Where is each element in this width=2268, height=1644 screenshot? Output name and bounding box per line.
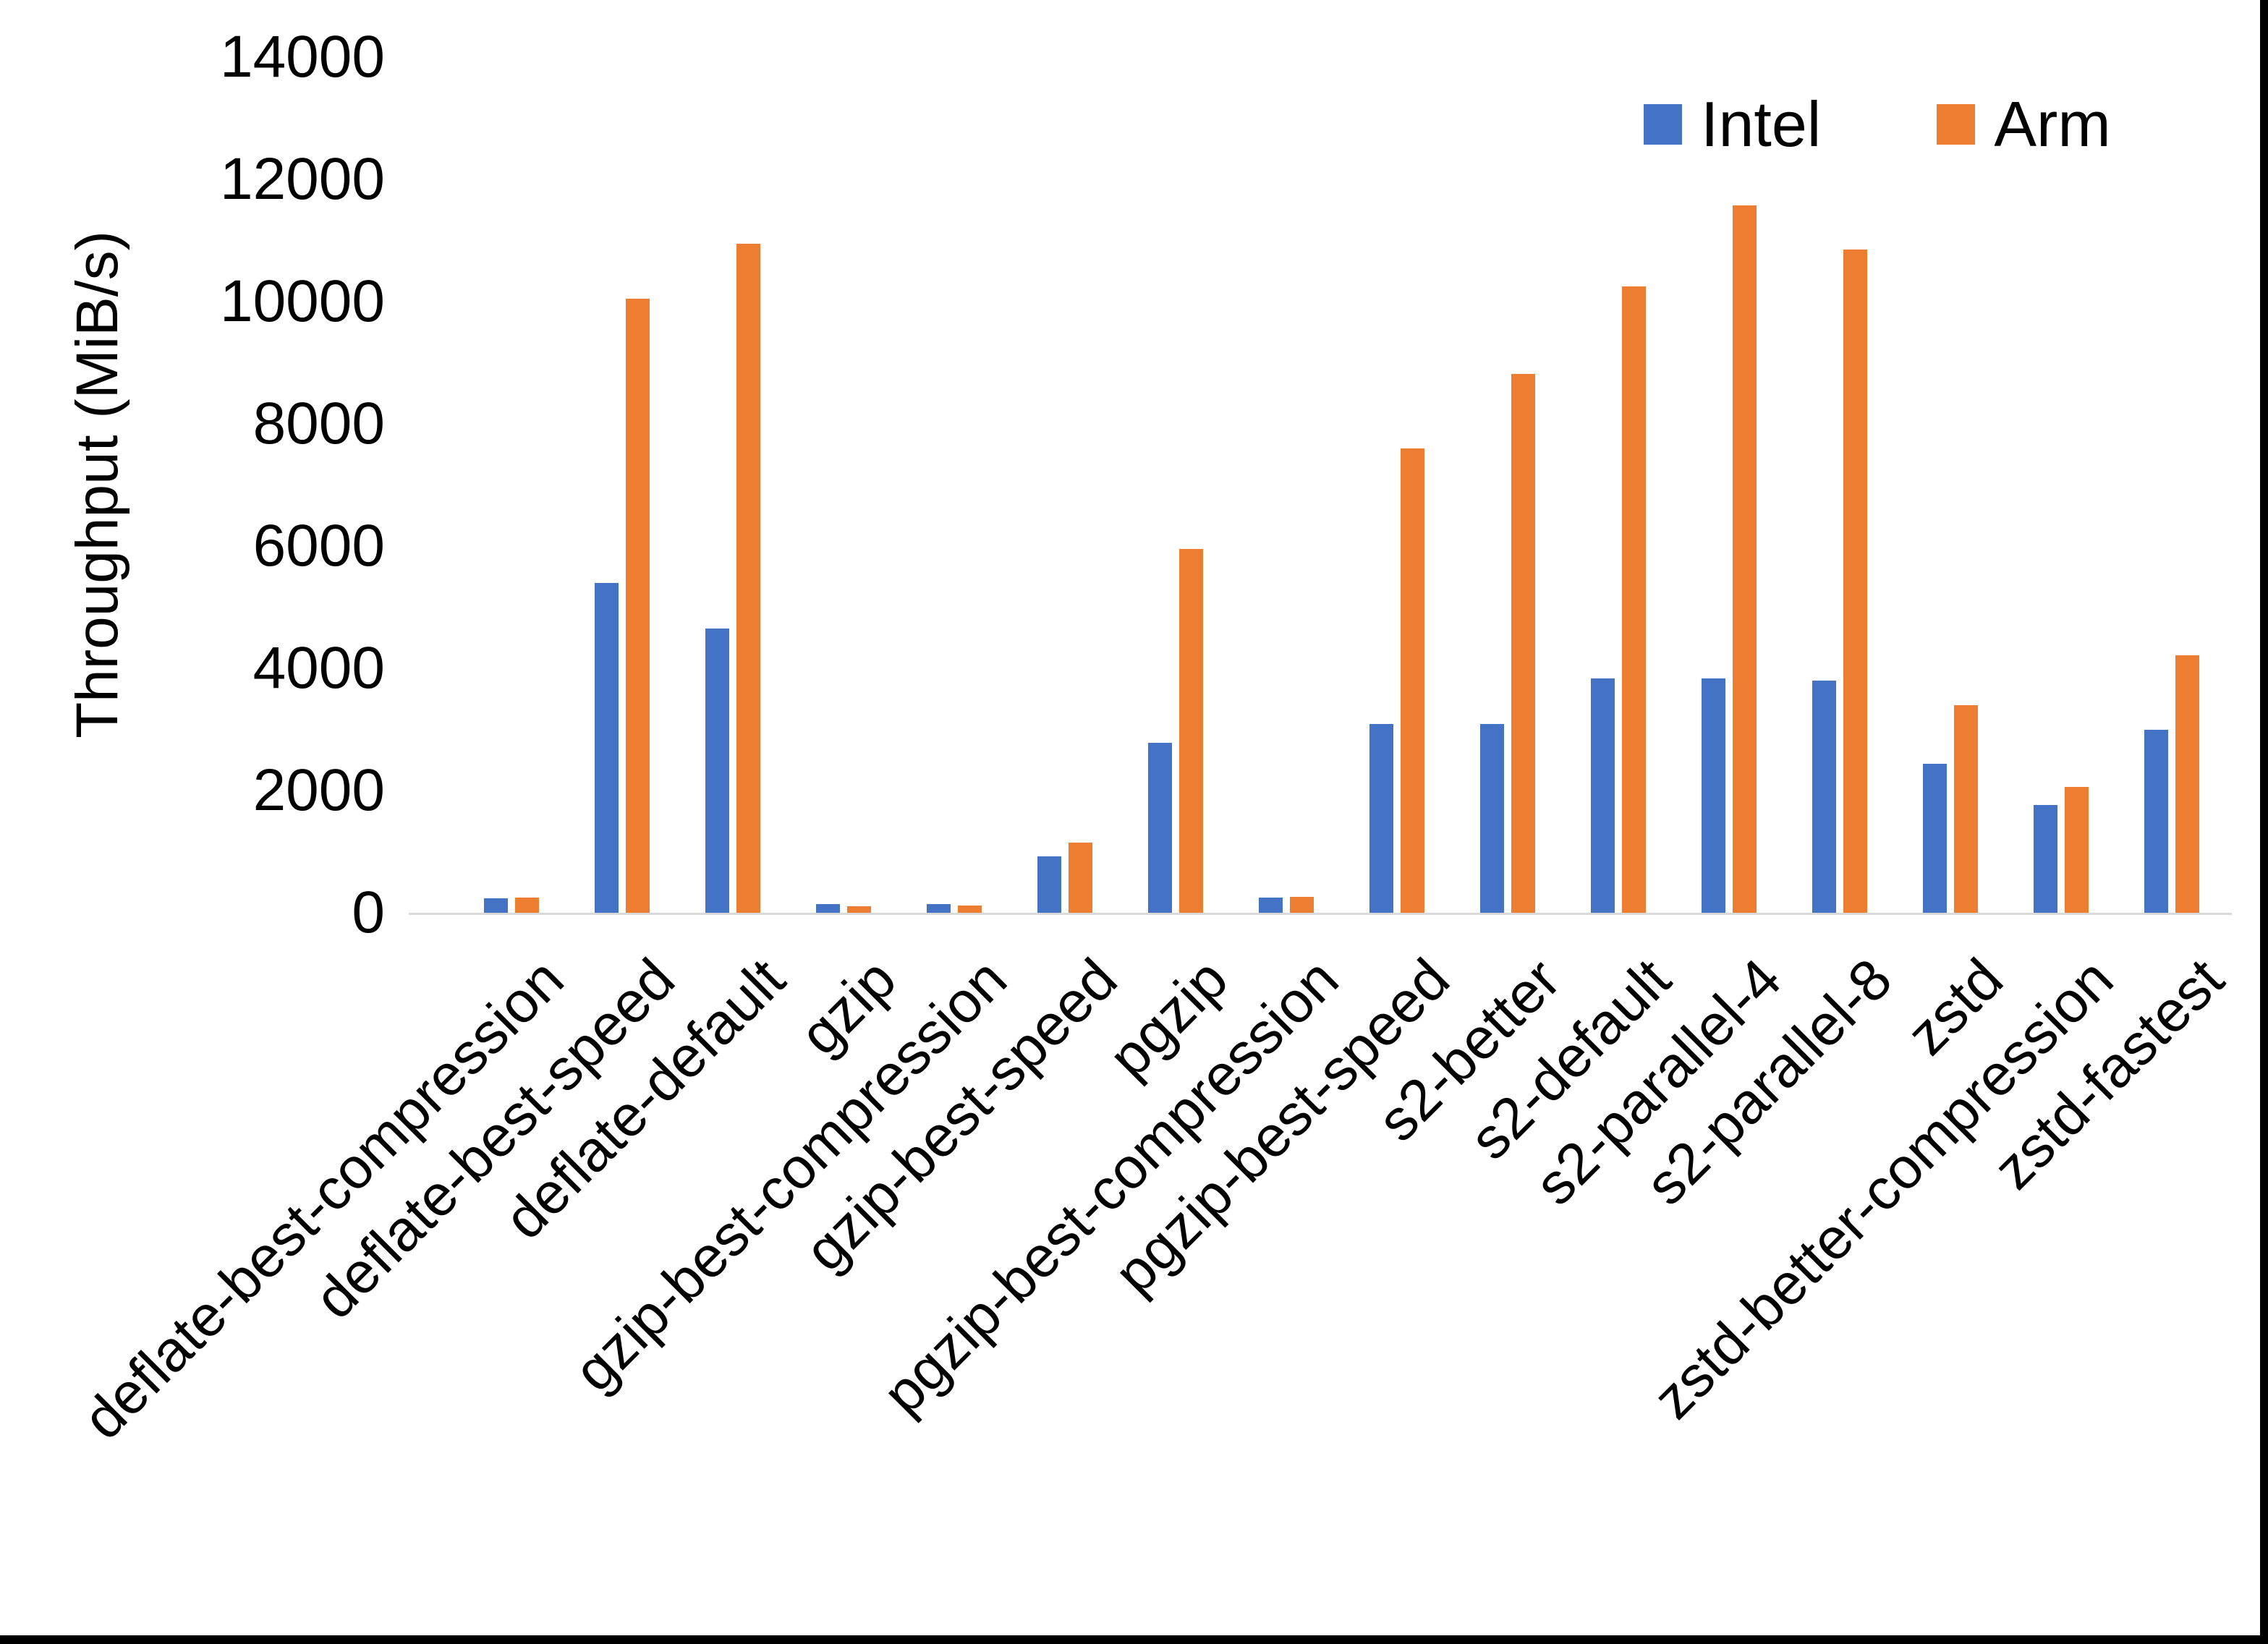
- category-group-s2-better: [1452, 57, 1563, 913]
- bar-intel-deflate-best-speed: [594, 582, 619, 913]
- bar-intel-gzip-best-speed: [1037, 856, 1061, 913]
- bar-arm-zstd-fastest: [2175, 655, 2199, 913]
- y-axis-ticks: 0 2000 4000 6000 8000 10000 12000 14000: [0, 27, 391, 942]
- bar-intel-s2-parallel-8: [1812, 680, 1836, 913]
- category-group-gzip-best-speed: [1009, 57, 1120, 913]
- legend-swatch-arm: [1937, 104, 1976, 145]
- bar-arm-s2-default: [1621, 286, 1646, 913]
- bar-intel-deflate-default: [705, 629, 729, 913]
- y-tick-label-6000: 6000: [252, 513, 385, 579]
- bar-arm-gzip-best-speed: [1068, 842, 1092, 913]
- bar-intel-s2-default: [1590, 678, 1615, 913]
- bar-intel-pgzip-best-speed: [1369, 723, 1393, 913]
- bar-arm-deflate-best-speed: [625, 298, 650, 913]
- bar-intel-gzip-best-compression: [926, 904, 951, 913]
- legend-swatch-intel: [1644, 104, 1682, 145]
- bar-arm-pgzip-best-compression: [1289, 897, 1314, 913]
- category-group-zstd-better-compression: [2005, 57, 2116, 913]
- bar-arm-gzip-best-compression: [957, 905, 982, 913]
- category-group-deflate-default: [677, 57, 788, 913]
- bar-arm-s2-parallel-8: [1843, 250, 1867, 913]
- y-tick-label-2000: 2000: [252, 757, 385, 823]
- bar-arm-deflate-default: [736, 243, 760, 913]
- category-group-s2-parallel-8: [1784, 57, 1895, 913]
- bar-intel-deflate-best-compression: [483, 898, 508, 913]
- category-group-deflate-best-speed: [566, 57, 677, 913]
- category-group-zstd-fastest: [2116, 57, 2227, 913]
- category-group-zstd: [1895, 57, 2005, 913]
- bar-intel-gzip: [815, 904, 840, 913]
- category-group-deflate-best-compression: [456, 57, 566, 913]
- window-border-right: [2260, 0, 2268, 1644]
- bar-intel-zstd-better-compression: [2033, 805, 2057, 913]
- bar-arm-gzip: [846, 906, 871, 913]
- bar-arm-pgzip: [1178, 549, 1203, 913]
- bar-arm-deflate-best-compression: [514, 898, 539, 913]
- x-axis-line: [409, 913, 2232, 915]
- category-group-s2-default: [1563, 57, 1673, 913]
- bar-intel-s2-parallel-4: [1701, 678, 1725, 913]
- legend-item-intel: Intel: [1644, 93, 1821, 156]
- y-tick-label-10000: 10000: [219, 268, 385, 334]
- bar-arm-zstd-better-compression: [2064, 786, 2089, 913]
- bar-intel-s2-better: [1479, 723, 1504, 913]
- plot-area: [456, 57, 2227, 913]
- category-group-s2-parallel-4: [1673, 57, 1784, 913]
- y-tick-label-8000: 8000: [252, 391, 385, 456]
- category-group-pgzip: [1120, 57, 1231, 913]
- bar-intel-zstd: [1922, 763, 1947, 913]
- bar-intel-pgzip-best-compression: [1258, 898, 1283, 913]
- bar-intel-zstd-fastest: [2144, 730, 2168, 913]
- y-tick-label-14000: 14000: [219, 24, 385, 90]
- y-tick-label-4000: 4000: [252, 635, 385, 701]
- window-border-bottom: [0, 1635, 2268, 1644]
- category-group-gzip: [788, 57, 899, 913]
- legend: Intel Arm: [1644, 93, 2111, 156]
- bar-arm-pgzip-best-speed: [1400, 448, 1424, 913]
- bar-arm-zstd: [1953, 704, 1978, 913]
- y-tick-label-0: 0: [352, 880, 385, 945]
- legend-item-arm: Arm: [1937, 88, 2111, 160]
- bar-intel-pgzip: [1147, 743, 1172, 913]
- legend-label-intel: Intel: [1701, 88, 1822, 160]
- category-group-gzip-best-compression: [899, 57, 1009, 913]
- category-group-pgzip-best-speed: [1341, 57, 1452, 913]
- bar-arm-s2-better: [1511, 373, 1535, 913]
- y-tick-label-12000: 12000: [219, 146, 385, 212]
- category-group-pgzip-best-compression: [1231, 57, 1341, 913]
- legend-label-arm: Arm: [1994, 88, 2111, 160]
- bar-arm-s2-parallel-4: [1732, 205, 1757, 913]
